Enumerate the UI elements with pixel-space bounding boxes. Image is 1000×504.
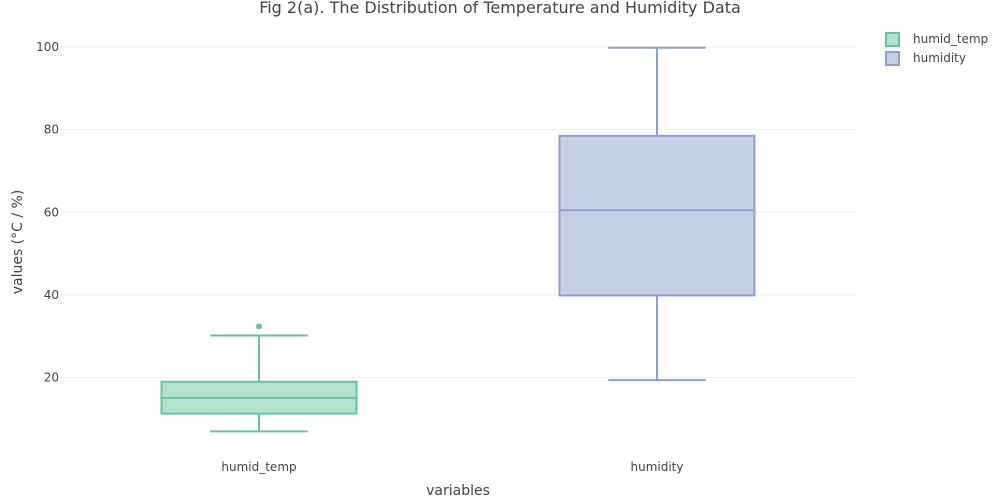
- outlier-point: [256, 323, 262, 330]
- y-tick-label: 80: [44, 123, 59, 137]
- legend-item-humid_temp[interactable]: humid_temp: [885, 32, 988, 47]
- legend-label: humid_temp: [913, 32, 988, 46]
- y-axis-title: values (°C / %): [10, 190, 26, 295]
- legend-item-humidity[interactable]: humidity: [885, 51, 966, 66]
- box-humidity[interactable]: [558, 46, 756, 382]
- legend-label: humidity: [913, 51, 966, 65]
- chart-title: Fig 2(a). The Distribution of Temperatur…: [259, 0, 741, 17]
- box-rect: [558, 134, 756, 297]
- box-humid_temp[interactable]: [160, 323, 358, 433]
- x-axis-ticks: humid_temp humidity: [221, 460, 683, 474]
- x-tick-label: humid_temp: [221, 460, 296, 474]
- y-axis-ticks: 20 40 60 80 100: [36, 40, 59, 385]
- y-tick-label: 60: [44, 205, 59, 219]
- x-tick-label: humidity: [631, 460, 684, 474]
- legend-swatch: [885, 32, 900, 47]
- boxes-layer: [160, 46, 756, 433]
- x-axis-title: variables: [426, 483, 490, 499]
- y-tick-label: 100: [36, 40, 59, 54]
- y-tick-label: 20: [44, 371, 59, 385]
- legend[interactable]: humid_temp humidity: [885, 32, 988, 66]
- y-tick-label: 40: [44, 288, 59, 302]
- legend-swatch: [885, 51, 900, 66]
